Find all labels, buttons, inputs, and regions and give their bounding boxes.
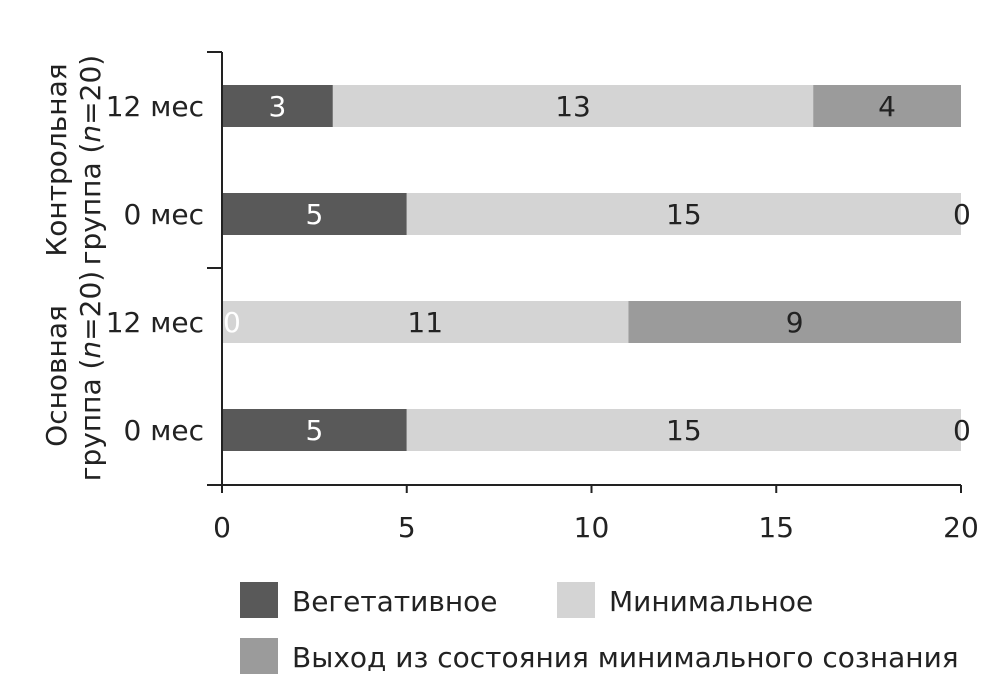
bar-segment	[222, 409, 407, 451]
legend-label: Выход из состояния минимального сознания	[292, 641, 959, 674]
category-label: 0 мес	[124, 198, 204, 231]
x-tick-label: 20	[943, 511, 979, 544]
data-labels-layer: 3 13 4 5 15 0 0 11 9 5 15 0	[223, 90, 971, 447]
group-label-line2: группа (n=20)	[74, 271, 107, 481]
data-label: 11	[407, 306, 443, 339]
data-label: 15	[666, 198, 702, 231]
x-tick-label: 10	[574, 511, 610, 544]
bar-segment	[406, 409, 961, 451]
axes-layer: 12 мес 0 мес 12 мес 0 мес 0 5 10 15 20 Контрольна…	[40, 51, 979, 544]
data-label: 9	[786, 306, 804, 339]
data-label: 5	[305, 414, 323, 447]
group-label-line1: Основная	[40, 305, 73, 447]
bar-segment	[813, 85, 961, 127]
legend-label: Вегетативное	[292, 585, 498, 618]
data-label: 15	[666, 414, 702, 447]
data-label: 0	[953, 198, 971, 231]
data-label: 0	[223, 306, 241, 339]
category-label: 0 мес	[124, 414, 204, 447]
category-label: 12 мес	[106, 306, 204, 339]
data-label: 5	[305, 198, 323, 231]
bar-segment	[222, 85, 333, 127]
bar-segment	[222, 301, 629, 343]
group-label-line2: группа (n=20)	[74, 55, 107, 265]
legend-label: Минимальное	[609, 585, 813, 618]
x-tick-label: 15	[758, 511, 794, 544]
legend-swatch	[557, 582, 595, 618]
legend-swatch	[240, 638, 278, 674]
data-label: 3	[269, 90, 287, 123]
bar-segment	[222, 193, 407, 235]
bars-layer	[222, 85, 961, 451]
x-tick-label: 0	[213, 511, 231, 544]
bar-segment	[332, 85, 814, 127]
legend: Вегетативное Минимальное Выход из состояни…	[240, 582, 959, 674]
data-label: 13	[555, 90, 591, 123]
data-label: 4	[878, 90, 896, 123]
data-label: 0	[953, 414, 971, 447]
x-tick-label: 5	[398, 511, 416, 544]
bar-segment	[628, 301, 961, 343]
group-label-line1: Контрольная	[40, 63, 73, 256]
category-label: 12 мес	[106, 90, 204, 123]
legend-swatch	[240, 582, 278, 618]
bar-segment	[406, 193, 961, 235]
